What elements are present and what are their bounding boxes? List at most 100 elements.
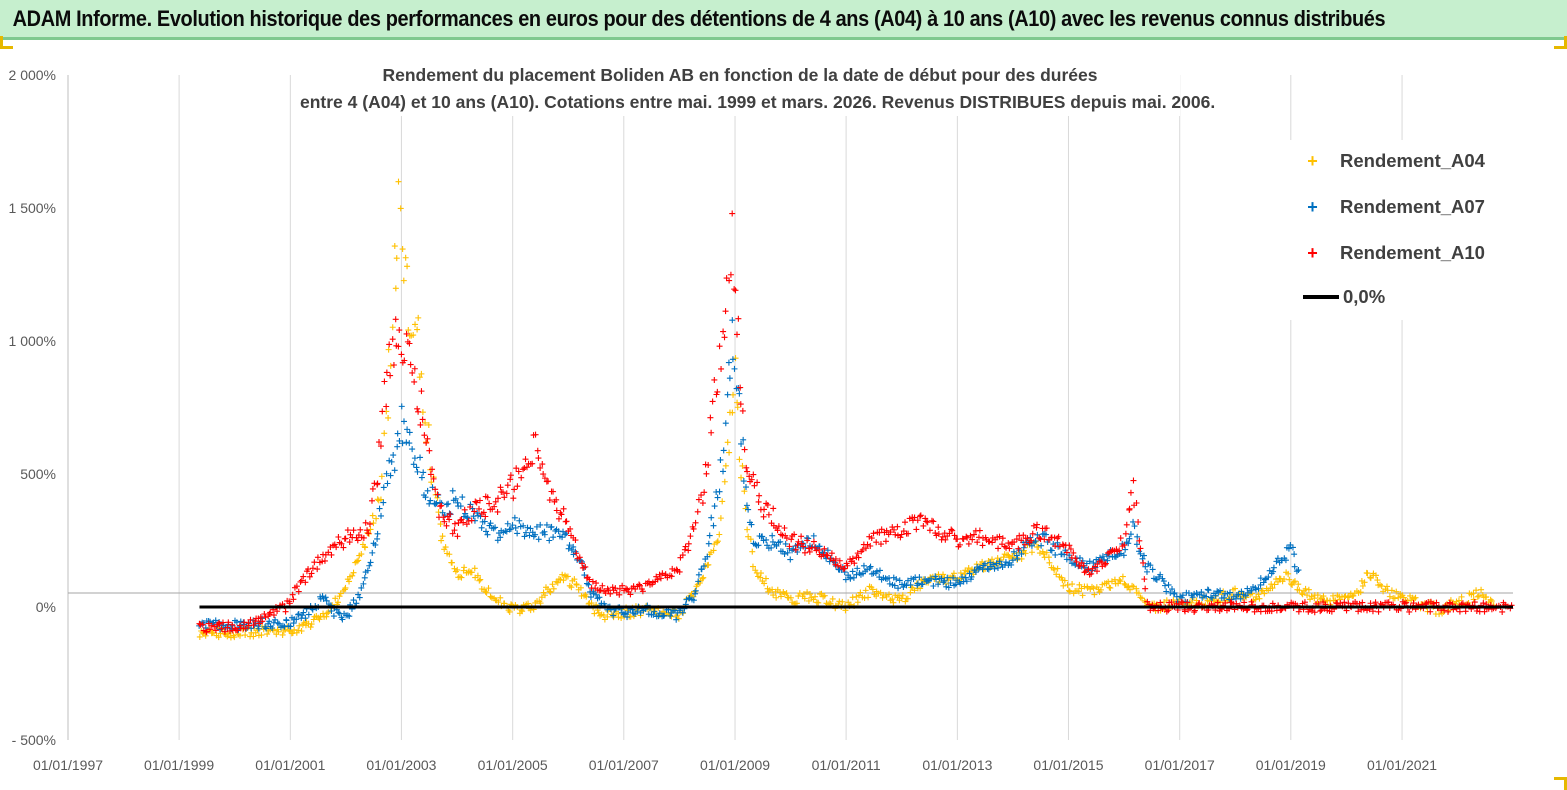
data-point [1064,581,1071,588]
data-point [476,497,483,504]
data-point [427,497,434,504]
data-point [541,531,548,538]
data-point [862,587,869,594]
data-point [855,592,862,599]
data-point [844,562,851,569]
data-point [1207,594,1214,601]
data-point [1117,535,1124,542]
data-point [1259,587,1266,594]
data-point [859,546,866,553]
data-point [769,532,776,539]
data-point [1189,594,1196,601]
data-point [1084,584,1091,591]
data-point [1302,585,1309,592]
data-point [432,501,439,508]
data-point [718,365,725,372]
data-point [996,533,1003,540]
data-point [742,505,749,512]
data-point [967,532,974,539]
data-point [740,436,747,443]
data-point [446,510,453,517]
data-point [1040,551,1047,558]
data-point [821,592,828,599]
data-point [376,439,383,446]
data-point [695,578,702,585]
data-point [255,625,262,632]
data-point [262,614,269,621]
data-point [1094,561,1101,568]
data-point [854,599,861,606]
data-point [1001,543,1008,550]
data-point [463,521,470,528]
data-point [940,571,947,578]
data-point [476,577,483,584]
data-point [645,578,652,585]
data-point [405,327,412,334]
data-point [338,540,345,547]
data-point [719,498,726,505]
data-point [473,499,480,506]
data-point [1126,505,1133,512]
data-point [1364,570,1371,577]
data-point [1122,546,1129,553]
data-point [1232,585,1239,592]
data-point [690,597,697,604]
data-point [1359,599,1366,606]
data-point [623,585,630,592]
data-point [749,548,756,555]
data-point [1137,545,1144,552]
data-point [295,588,302,595]
data-point [346,539,353,546]
data-point [362,544,369,551]
data-point [241,619,248,626]
data-point [1403,599,1410,606]
data-point [877,541,884,548]
data-point [532,431,539,438]
data-point [513,465,520,472]
data-point [813,547,820,554]
data-point [335,599,342,606]
data-point [404,426,411,433]
data-point [971,531,978,538]
data-point [325,609,332,616]
data-point [231,634,238,641]
data-point [1070,549,1077,556]
data-point [1006,554,1013,561]
data-point [755,498,762,505]
data-point [409,369,416,376]
data-point [446,516,453,523]
data-point [203,628,210,635]
x-tick-label: 01/01/2007 [589,757,659,773]
data-point [805,545,812,552]
data-point [1268,608,1275,615]
data-point [377,496,384,503]
data-point [599,582,606,589]
data-point [794,542,801,549]
legend-marker-a04: + [1307,150,1318,171]
data-point [1471,599,1478,606]
data-point [806,548,813,555]
data-point [810,532,817,539]
data-point [290,596,297,603]
data-point [1005,540,1012,547]
data-point [1136,548,1143,555]
data-point [1090,559,1097,566]
data-point [950,574,957,581]
data-point [996,558,1003,565]
data-point [1169,586,1176,593]
data-point [705,561,712,568]
data-point [1010,548,1017,555]
data-point [1341,599,1348,606]
data-point [1013,536,1020,543]
series-layer [196,178,1515,641]
data-point [812,593,819,600]
data-point [703,470,710,477]
data-point [800,591,807,598]
data-point [1270,564,1277,571]
data-point [1157,571,1164,578]
data-point [250,633,257,640]
data-point [1290,579,1297,586]
data-point [745,506,752,513]
data-point [711,376,718,383]
